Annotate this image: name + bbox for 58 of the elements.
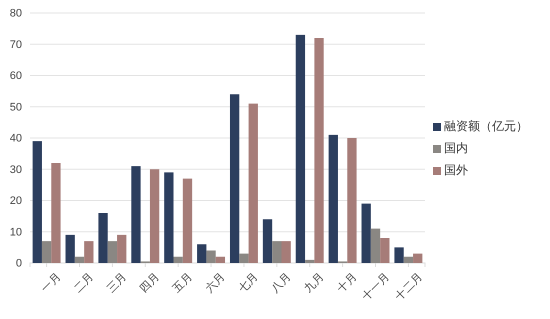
bar (370, 228, 380, 263)
x-tick-label: 十一月 (360, 270, 392, 303)
y-tick-label: 40 (10, 132, 22, 145)
bar (362, 204, 371, 263)
bar (150, 169, 160, 263)
y-tick-label: 0 (16, 258, 22, 270)
x-tick-label: 二月 (72, 271, 96, 296)
bar (216, 256, 226, 263)
y-tick-label: 30 (10, 164, 22, 176)
bar (98, 213, 108, 263)
x-tick-label: 九月 (302, 270, 326, 296)
bar (328, 134, 338, 263)
legend-label: 国内 (444, 141, 468, 155)
bar (296, 34, 306, 263)
bar (197, 244, 206, 263)
bar (51, 163, 61, 263)
bar (239, 254, 249, 263)
bar (74, 256, 84, 263)
x-tick-label: 一月 (39, 271, 64, 296)
bar (230, 94, 240, 263)
bar (347, 138, 357, 263)
y-tick-label: 80 (10, 8, 22, 20)
bar (272, 241, 282, 263)
legend-label: 国外 (444, 163, 468, 177)
bar (413, 254, 422, 263)
bar (131, 166, 141, 263)
bar (117, 234, 126, 263)
bar (281, 241, 291, 263)
x-tick-label: 六月 (202, 270, 228, 296)
bar (380, 238, 390, 263)
y-tick-label: 60 (10, 70, 22, 82)
x-tick-label: 四月 (138, 271, 162, 296)
x-tick-label: 十二月 (392, 270, 425, 303)
bar (394, 247, 404, 263)
bar (305, 260, 314, 263)
x-tick-label: 三月 (104, 271, 129, 296)
bar (314, 38, 324, 263)
bar (66, 234, 75, 263)
bar (404, 256, 414, 263)
y-tick-label: 50 (10, 101, 22, 114)
bar (32, 141, 42, 263)
bar (182, 178, 192, 263)
x-tick-label: 十月 (334, 270, 360, 296)
bar (262, 219, 272, 263)
bar (164, 172, 174, 263)
legend-label: 融资额（亿元） (444, 119, 528, 133)
y-tick-label: 70 (10, 38, 22, 51)
bar (174, 256, 183, 263)
bar (42, 241, 52, 263)
bar (248, 104, 258, 263)
bar (206, 250, 216, 263)
bar (108, 241, 118, 263)
x-tick-label: 七月 (236, 270, 261, 296)
y-tick-label: 20 (10, 195, 22, 208)
bar (84, 241, 94, 263)
x-tick-label: 五月 (170, 271, 195, 296)
x-tick-label: 八月 (269, 271, 294, 296)
y-tick-label: 10 (10, 226, 22, 238)
